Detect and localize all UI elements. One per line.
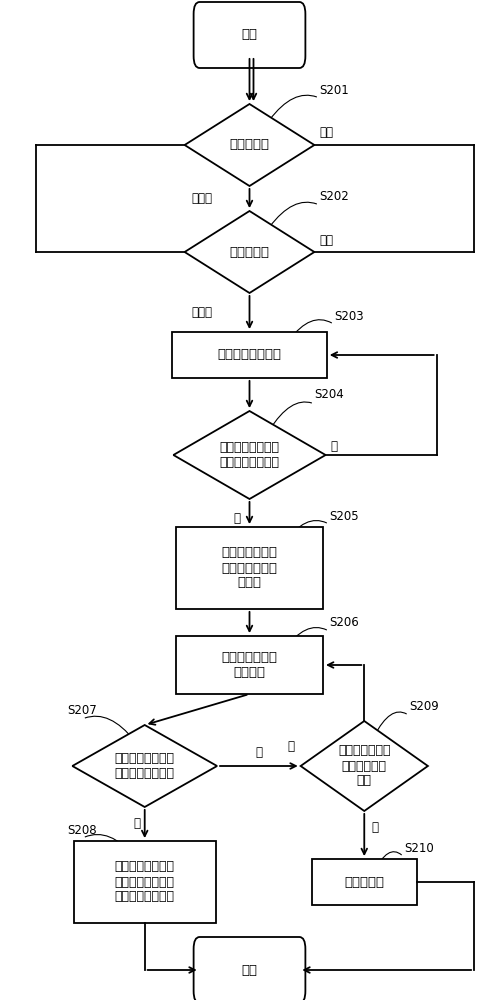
Text: 增大开度至第一
预设开度: 增大开度至第一 预设开度: [222, 651, 277, 679]
Text: 料厚偏差变化率大
于第一预设阈値？: 料厚偏差变化率大 于第一预设阈値？: [220, 441, 279, 469]
Text: S208: S208: [67, 824, 97, 836]
Text: S204: S204: [314, 388, 344, 401]
Text: 是: 是: [134, 817, 141, 830]
Polygon shape: [174, 411, 325, 499]
Text: 闸门布料模型启动: 闸门布料模型启动: [218, 349, 281, 361]
Text: 开始: 开始: [242, 28, 257, 41]
Text: 是: 是: [234, 512, 241, 525]
Bar: [312, 859, 417, 905]
Text: S206: S206: [329, 616, 359, 630]
FancyBboxPatch shape: [194, 2, 305, 68]
Text: S205: S205: [329, 510, 359, 522]
Polygon shape: [300, 721, 428, 811]
Text: 否: 否: [287, 740, 294, 752]
Text: S202: S202: [319, 190, 349, 204]
Text: 结束: 结束: [242, 964, 257, 976]
Bar: [176, 636, 323, 694]
Bar: [176, 527, 323, 609]
Text: 暂停闸门布料模
型、记录当前闸
门开度: 暂停闸门布料模 型、记录当前闸 门开度: [222, 546, 277, 589]
Text: 料厚偏差变化率大
于第二预设阈値？: 料厚偏差变化率大 于第二预设阈値？: [115, 752, 175, 780]
Text: 是正常: 是正常: [191, 306, 212, 319]
Text: S203: S203: [334, 310, 364, 324]
Polygon shape: [185, 211, 314, 293]
Text: 料位计诊断: 料位计诊断: [230, 138, 269, 151]
Text: 当前实际开度达
到预设上限开
度？: 当前实际开度达 到预设上限开 度？: [338, 744, 391, 788]
Text: 否: 否: [330, 440, 338, 454]
Text: 否: 否: [255, 746, 262, 760]
Text: 是正常: 是正常: [191, 192, 212, 205]
Text: 故障: 故障: [319, 126, 333, 139]
Text: 故障: 故障: [319, 233, 333, 246]
Text: S209: S209: [409, 700, 439, 712]
Text: 重故障报警: 重故障报警: [344, 876, 384, 888]
Bar: [172, 332, 327, 378]
Bar: [73, 841, 216, 923]
Text: S210: S210: [404, 842, 434, 854]
Text: 是: 是: [372, 821, 379, 834]
Text: 执行器诊断: 执行器诊断: [230, 245, 269, 258]
Polygon shape: [185, 104, 314, 186]
Text: S201: S201: [319, 84, 349, 97]
FancyBboxPatch shape: [194, 937, 305, 1000]
Text: 恢复至卡料前记录
的闸门开度，并恢
复闸门布料模型恢: 恢复至卡料前记录 的闸门开度，并恢 复闸门布料模型恢: [115, 860, 175, 904]
Text: S207: S207: [67, 704, 97, 716]
Polygon shape: [72, 725, 217, 807]
